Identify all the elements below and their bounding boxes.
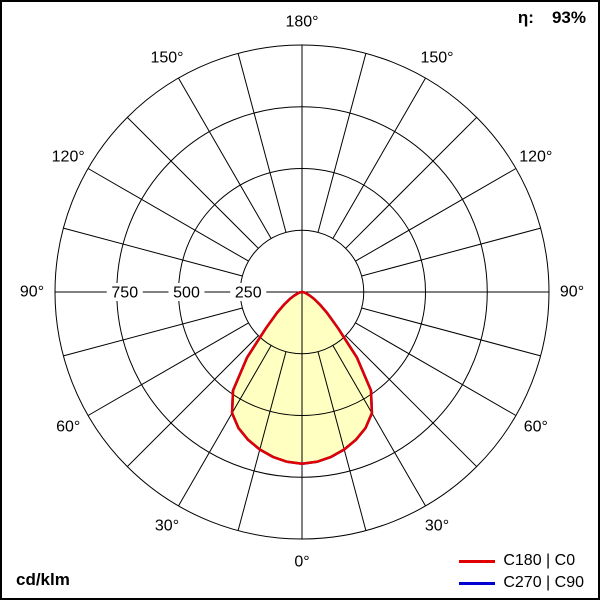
grid-spoke (317, 53, 367, 233)
grid-spoke (355, 168, 517, 262)
radial-tick-label: 250 (235, 285, 262, 302)
angle-label: 60° (524, 419, 548, 436)
efficiency-label: η: (517, 8, 534, 27)
grid-spoke (87, 322, 249, 416)
grid-spoke (178, 345, 272, 507)
angle-label: 30° (425, 517, 449, 534)
grid-spoke (361, 307, 541, 357)
grid-spoke (237, 351, 287, 531)
tick-label-plate (230, 283, 267, 301)
angle-labels: 0° 30° 30° 60° 60° 90° 90° 120° 120° 150° 150° 180° (20, 14, 584, 571)
legend-line-c270-c90-icon (459, 581, 496, 585)
grid-spoke (361, 227, 541, 277)
grid-spoke (178, 77, 272, 239)
legend-item-c90: C270 | C90 (459, 574, 584, 592)
angle-label: 90° (560, 284, 584, 301)
grid-spoke (345, 335, 478, 468)
radial-tick-labels: 250 500 750 (106, 283, 267, 302)
grid-spoke (345, 116, 478, 249)
unit-label: cd/klm (16, 570, 70, 589)
grid-spoke (63, 307, 243, 357)
legend-line-c180-c0-icon (459, 559, 496, 563)
angle-label: 150° (150, 50, 183, 67)
angle-label: 150° (420, 50, 453, 67)
angle-label: 120° (519, 149, 552, 166)
angle-label: 120° (52, 149, 85, 166)
radial-tick-label: 500 (173, 285, 200, 302)
angle-label: 180° (285, 14, 318, 31)
legend-label-c0: C180 | C0 (503, 552, 576, 569)
radial-tick-label: 750 (111, 285, 138, 302)
efficiency-readout: η: 93% (518, 8, 586, 28)
grid-spoke (126, 335, 259, 468)
angle-label: 60° (56, 419, 80, 436)
grid-spoke (87, 168, 249, 262)
grid-spoke (332, 345, 426, 507)
angle-label: 30° (155, 517, 179, 534)
angle-label: 0° (294, 554, 309, 571)
grid-spoke (237, 53, 287, 233)
grid-spoke (126, 116, 259, 249)
intensity-curves (230, 290, 374, 465)
legend-label-c90: C270 | C90 (503, 574, 584, 591)
legend: C180 | C0 C270 | C90 (459, 552, 584, 592)
grid-spoke (355, 322, 517, 416)
angle-label: 90° (20, 284, 44, 301)
polar-grid (54, 44, 550, 540)
legend-item-c0: C180 | C0 (459, 552, 575, 570)
tick-label-plate (106, 283, 143, 301)
efficiency-value: 93% (551, 8, 586, 27)
grid-spoke (63, 227, 243, 277)
grid-spoke (317, 351, 367, 531)
grid-spoke (332, 77, 426, 239)
tick-label-plate (168, 283, 205, 301)
c180-c0-curve (230, 290, 374, 465)
